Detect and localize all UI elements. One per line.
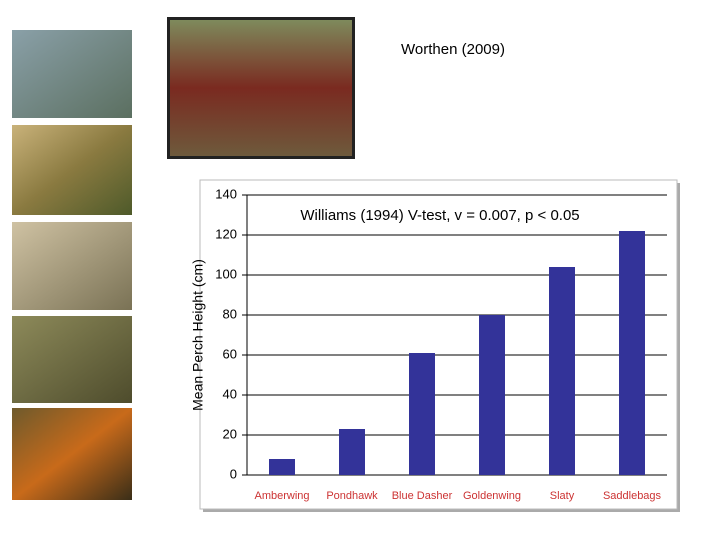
photo (12, 316, 132, 403)
x-tick-label: Pondhawk (326, 490, 378, 502)
y-tick-label: 100 (215, 266, 237, 281)
x-tick-label: Blue Dasher (392, 490, 453, 502)
photo (12, 30, 132, 118)
y-tick-label: 40 (223, 386, 237, 401)
y-tick-label: 120 (215, 226, 237, 241)
bar (549, 267, 575, 475)
bar (339, 429, 365, 475)
annotation: Williams (1994) V-test, v = 0.007, p < 0… (300, 207, 579, 224)
photo (12, 222, 132, 310)
photo (170, 20, 352, 156)
x-tick-label: Goldenwing (463, 490, 521, 502)
photo (12, 125, 132, 215)
plot: 0 20 40 60 80 100 120 140 Amberwing Pondhawk Blue … (215, 186, 667, 502)
bar (479, 315, 505, 475)
bar (619, 231, 645, 475)
x-tick-label: Slaty (550, 490, 575, 502)
citation: Worthen (2009) (401, 41, 505, 58)
y-tick-label: 0 (230, 466, 237, 481)
photo (12, 408, 132, 500)
y-axis-label: Mean Perch Height (cm) (190, 259, 206, 411)
bar (269, 459, 295, 475)
y-tick-label: 60 (223, 346, 237, 361)
y-tick-label: 140 (215, 186, 237, 201)
bar (409, 353, 435, 475)
x-tick-label: Saddlebags (603, 490, 662, 502)
x-tick-label: Amberwing (254, 490, 309, 502)
y-tick-label: 80 (223, 306, 237, 321)
y-tick-label: 20 (223, 426, 237, 441)
